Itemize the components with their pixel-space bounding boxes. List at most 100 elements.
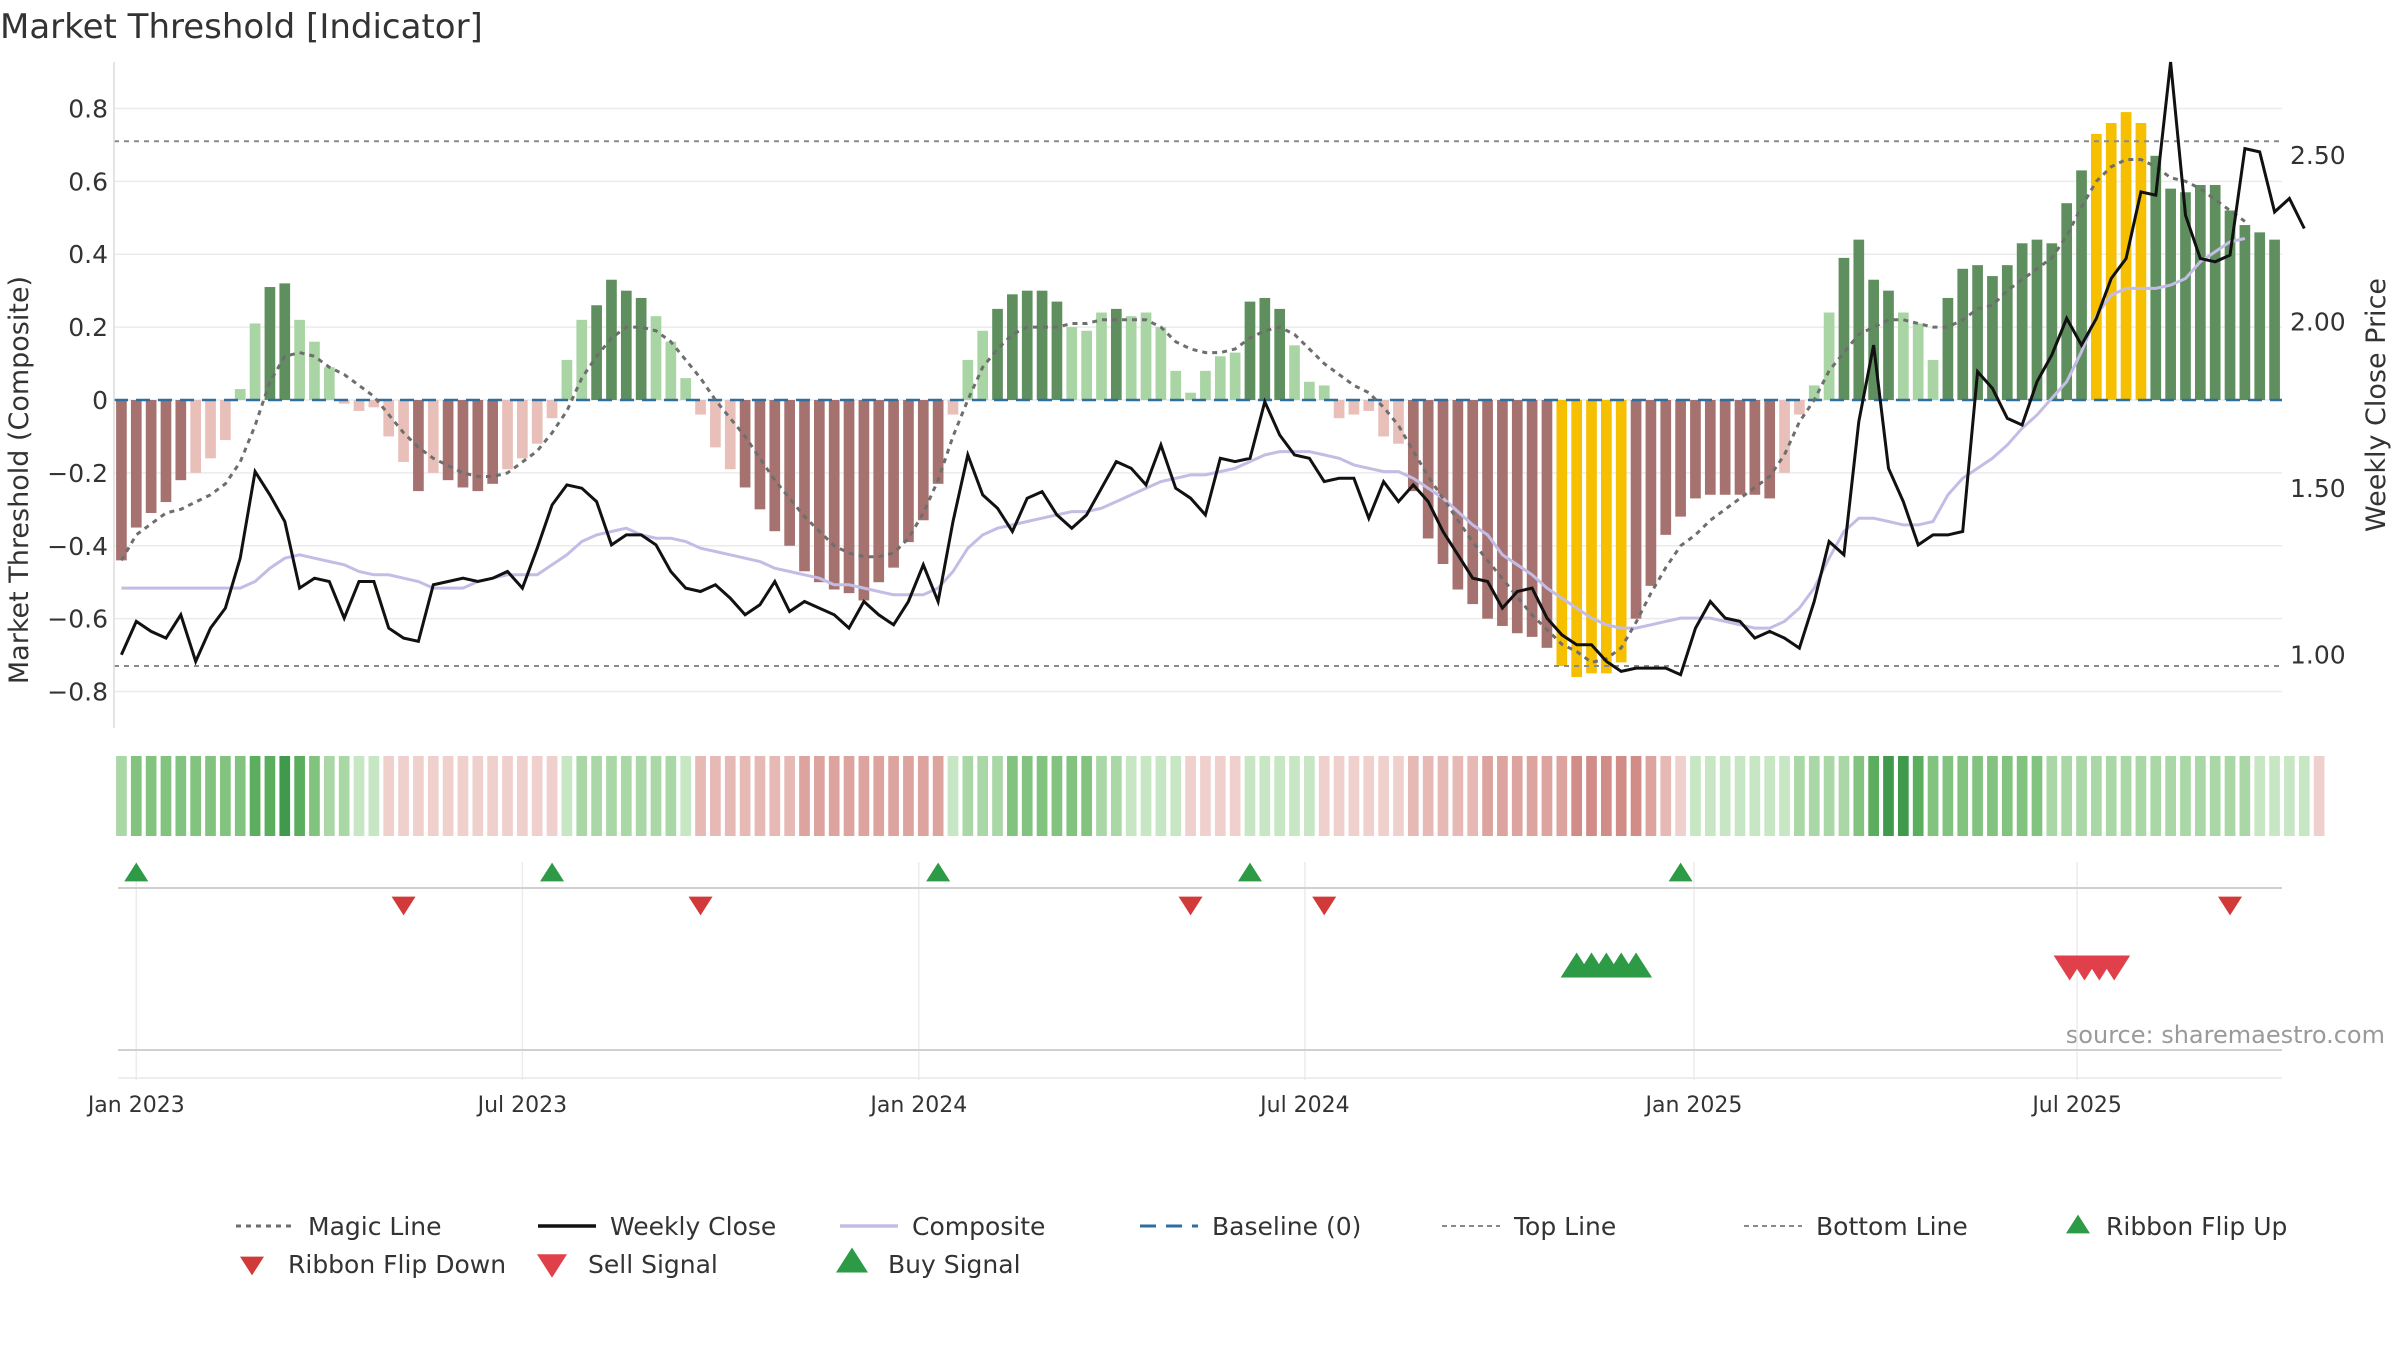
ribbon-cell	[1615, 756, 1627, 836]
composite-bar	[383, 400, 395, 437]
composite-bar	[873, 400, 885, 583]
ribbon-cell	[1289, 756, 1300, 836]
composite-bar	[2269, 239, 2280, 400]
composite-bar	[427, 400, 439, 473]
legend-swatch	[2066, 1214, 2090, 1234]
right-tick-label: 1.50	[2290, 474, 2346, 503]
ribbon-cell	[1185, 756, 1196, 836]
composite-bar	[1719, 400, 1731, 495]
composite-bar	[1942, 297, 1954, 400]
ribbon-cell	[1942, 756, 1954, 836]
composite-bar	[1853, 239, 1865, 400]
composite-bar	[1318, 385, 1330, 400]
ribbon-cell	[487, 756, 499, 836]
ribbon-cell	[1690, 756, 1701, 836]
ribbon-cell	[2313, 756, 2325, 836]
ribbon-cell	[1823, 756, 1835, 836]
composite-bar	[145, 400, 157, 513]
ribbon-cell	[1452, 756, 1464, 836]
ribbon-cell	[1274, 756, 1286, 836]
x-axis-layer: Jan 2023 Jul 2023 Jan 2024 Jul 2024 Jan 2025…	[86, 1093, 2122, 1118]
composite-bar	[1615, 400, 1627, 663]
composite-bar	[175, 400, 187, 481]
composite-bar	[917, 400, 929, 521]
composite-bar	[1556, 400, 1568, 667]
composite-bar	[442, 400, 454, 481]
composite-bar	[2105, 123, 2117, 401]
legend-label: Top Line	[1513, 1212, 1616, 1241]
composite-bar	[1244, 301, 1256, 400]
legend-item-buy: Buy Signal	[836, 1247, 1021, 1279]
composite-bar	[1868, 279, 1879, 400]
composite-bar	[1407, 400, 1419, 492]
composite-bar	[903, 400, 914, 543]
ribbon-cell	[1407, 756, 1419, 836]
ribbon-cell	[2165, 756, 2176, 836]
composite-bar	[2254, 232, 2266, 400]
composite-bar	[279, 283, 291, 400]
composite-bar	[695, 400, 706, 415]
composite-bar	[502, 400, 513, 470]
ribbon-cell	[1734, 756, 1746, 836]
ribbon-cell	[1808, 756, 1820, 836]
ribbon-cell	[977, 756, 989, 836]
composite-bar	[2061, 203, 2073, 400]
left-tick-label: −0.8	[47, 678, 108, 707]
ribbon-cell	[1348, 756, 1360, 836]
composite-bar	[130, 400, 142, 528]
composite-bar	[2001, 265, 2013, 400]
ribbon-cell	[1467, 756, 1479, 836]
composite-bar	[1734, 400, 1746, 495]
ribbon-cell	[2224, 756, 2236, 836]
legend-label: Sell Signal	[588, 1250, 718, 1279]
ribbon-cell	[2254, 756, 2266, 836]
ribbon-cell	[1229, 756, 1241, 836]
composite-bar	[2180, 192, 2191, 400]
ribbon-cell	[888, 756, 899, 836]
ribbon-cell	[1704, 756, 1716, 836]
ribbon-cell	[917, 756, 929, 836]
ribbon-cell	[502, 756, 513, 836]
composite-bar	[843, 400, 855, 594]
composite-bar	[1378, 400, 1389, 437]
ribbon-cell	[620, 756, 632, 836]
ribbon-cell	[1096, 756, 1107, 836]
ribbon-cell	[1244, 756, 1256, 836]
ribbon-cell	[1482, 756, 1493, 836]
ribbon-cell	[1378, 756, 1389, 836]
ribbon-cell	[279, 756, 291, 836]
ribbon-cell	[220, 756, 231, 836]
composite-bar	[472, 400, 484, 492]
composite-bar	[1066, 327, 1078, 400]
ribbon-flip-up-marker	[1237, 862, 1262, 882]
left-tick-label: 0.2	[68, 313, 108, 342]
ribbon-cell	[1437, 756, 1449, 836]
ribbon-cell	[1764, 756, 1776, 836]
legend-label: Weekly Close	[610, 1212, 776, 1241]
ribbon-cell	[769, 756, 781, 836]
ribbon-cell	[145, 756, 157, 836]
composite-bar	[1289, 345, 1300, 400]
ribbon-cell	[1511, 756, 1523, 836]
x-tick-label: Jan 2023	[86, 1093, 185, 1118]
weekly-close-line	[120, 61, 2306, 677]
ribbon-cell	[2150, 756, 2162, 836]
ribbon-cell	[1125, 756, 1137, 836]
legend-item-flipdown: Ribbon Flip Down	[240, 1250, 506, 1279]
legend-swatch	[836, 1247, 868, 1273]
composite-bar	[1200, 370, 1211, 400]
composite-bar	[2135, 123, 2147, 401]
legend-item-baseline: Baseline (0)	[1140, 1212, 1361, 1241]
composite-bar	[249, 323, 261, 400]
composite-bar	[1660, 400, 1672, 535]
left-tick-label: −0.6	[47, 605, 108, 634]
composite-bar	[1304, 381, 1315, 400]
axes-layer: 0.8 0.6 0.4 0.2 0 −0.2 −0.4 −0.6 −0.8 2.50 2.00 1.5…	[47, 62, 2346, 728]
composite-bar	[1437, 400, 1449, 564]
legend-label: Ribbon Flip Up	[2106, 1212, 2287, 1241]
ribbon-cell	[739, 756, 751, 836]
ribbon-cell	[1987, 756, 1998, 836]
ribbon-cell	[665, 756, 677, 836]
ribbon-cell	[2001, 756, 2013, 836]
ribbon-cell	[650, 756, 662, 836]
